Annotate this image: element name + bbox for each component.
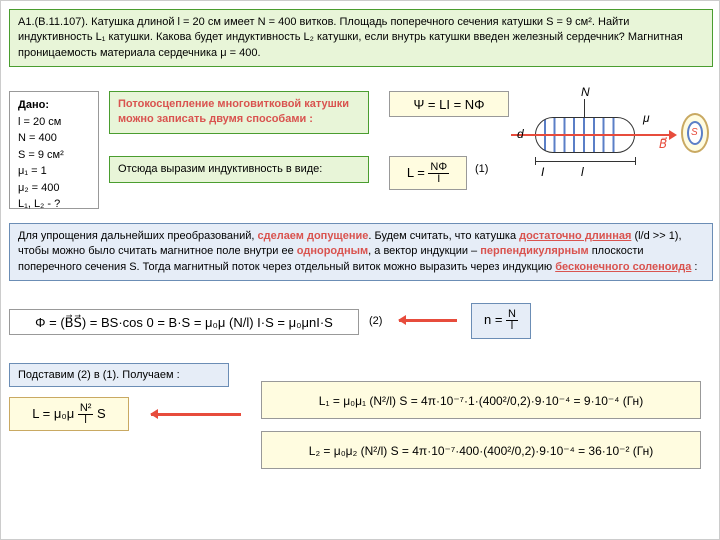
given-n: N = 400 bbox=[18, 132, 57, 144]
solution-step-2: Отсюда выразим индуктивность в виде: bbox=[109, 156, 369, 183]
formula-psi: Ψ = LI = NΦ bbox=[389, 91, 509, 117]
cross-section: S bbox=[681, 113, 709, 153]
arrow-to-ref2 bbox=[399, 319, 457, 322]
given-title: Дано: bbox=[18, 99, 49, 111]
solution-step-1: Потокосцепление многовитковой катушки мо… bbox=[109, 91, 369, 134]
fn-den: l bbox=[506, 321, 518, 332]
exp-hl4: перпендикулярным bbox=[480, 245, 588, 257]
problem-statement: А1.(В.11.107). Катушка длиной l = 20 см … bbox=[9, 9, 713, 67]
fLf-frac: N²l bbox=[78, 403, 94, 426]
dim-l-t1 bbox=[535, 157, 536, 165]
ref-1: (1) bbox=[475, 163, 488, 175]
lbl-mu: μ bbox=[643, 111, 650, 125]
exp-hl5: бесконечного соленоида bbox=[555, 261, 691, 273]
dim-l-t2 bbox=[635, 157, 636, 165]
formula-L-final: L = μ₀μ N²l S bbox=[9, 397, 129, 431]
ref-2: (2) bbox=[369, 315, 382, 327]
formula-L: L = NΦI bbox=[389, 156, 467, 190]
problem-text: А1.(В.11.107). Катушка длиной l = 20 см … bbox=[18, 16, 683, 59]
exp-hl1: сделаем допущение bbox=[257, 230, 368, 242]
phi-eq: Φ = (B⃗S⃗) = BS·cos 0 = B·S = μ₀μ (N/l) … bbox=[35, 315, 333, 330]
formula-n: n = Nl bbox=[471, 303, 531, 339]
fL-l: L = bbox=[407, 165, 429, 180]
lbl-d: d bbox=[517, 127, 524, 141]
sub3-t: Подставим (2) в (1). Получаем : bbox=[18, 369, 180, 381]
explanation-box: Для упрощения дальнейших преобразований,… bbox=[9, 223, 713, 281]
axis-line bbox=[511, 134, 671, 136]
lbl-N: N bbox=[581, 85, 590, 99]
sol2-text: Отсюда выразим индуктивность в виде: bbox=[118, 163, 322, 175]
psi-eq: Ψ = LI = NΦ bbox=[413, 97, 484, 112]
fn-l: n = bbox=[484, 312, 506, 327]
calc2-t: L₂ = μ₀μ₂ (N²/l) S = 4π·10⁻⁷·400·(400²/0… bbox=[309, 444, 653, 458]
lbl-I: I bbox=[541, 165, 544, 179]
exp-hl3: однородным bbox=[297, 245, 368, 257]
fLf-l: L = μ₀μ bbox=[32, 406, 78, 421]
dim-N bbox=[584, 99, 585, 117]
exp-hl2: достаточно длинная bbox=[519, 230, 631, 242]
calc1-t: L₁ = μ₀μ₁ (N²/l) S = 4π·10⁻⁷·1·(400²/0,2… bbox=[319, 394, 643, 408]
substitute-text: Подставим (2) в (1). Получаем : bbox=[9, 363, 229, 387]
exp-m1: . Будем считать, что катушка bbox=[368, 230, 519, 242]
lbl-S: S bbox=[691, 127, 698, 138]
lbl-B: B⃗ bbox=[659, 137, 667, 151]
arrow-to-calc bbox=[151, 413, 241, 416]
fLf-r: S bbox=[93, 406, 105, 421]
fLf-den: l bbox=[78, 415, 94, 426]
exp-pre: Для упрощения дальнейших преобразований, bbox=[18, 230, 257, 242]
calculation-L1: L₁ = μ₀μ₁ (N²/l) S = 4π·10⁻⁷·1·(400²/0,2… bbox=[261, 381, 701, 419]
given-find: L₁, L₂ - ? bbox=[18, 198, 60, 210]
calculation-L2: L₂ = μ₀μ₂ (N²/l) S = 4π·10⁻⁷·400·(400²/0… bbox=[261, 431, 701, 469]
given-mu2: μ₂ = 400 bbox=[18, 182, 60, 194]
given-l: l = 20 см bbox=[18, 116, 61, 128]
solenoid-diagram: N μ B⃗ d l I S bbox=[511, 83, 711, 193]
lbl-l: l bbox=[581, 165, 584, 179]
exp-end: : bbox=[691, 261, 697, 273]
fL-frac: NΦI bbox=[428, 162, 449, 185]
formula-phi: Φ = (B⃗S⃗) = BS·cos 0 = B·S = μ₀μ (N/l) … bbox=[9, 309, 359, 335]
exp-m3: , а вектор индукции – bbox=[368, 245, 480, 257]
given-box: Дано: l = 20 см N = 400 S = 9 см² μ₁ = 1… bbox=[9, 91, 99, 209]
sol1-hl: Потокосцепление многовитковой катушки мо… bbox=[118, 98, 349, 125]
fL-den: I bbox=[428, 174, 449, 185]
fn-frac: Nl bbox=[506, 309, 518, 332]
given-s: S = 9 см² bbox=[18, 149, 64, 161]
dim-l-line bbox=[535, 161, 635, 162]
given-mu1: μ₁ = 1 bbox=[18, 165, 47, 177]
sol1-text: Потокосцепление многовитковой катушки мо… bbox=[118, 98, 349, 125]
